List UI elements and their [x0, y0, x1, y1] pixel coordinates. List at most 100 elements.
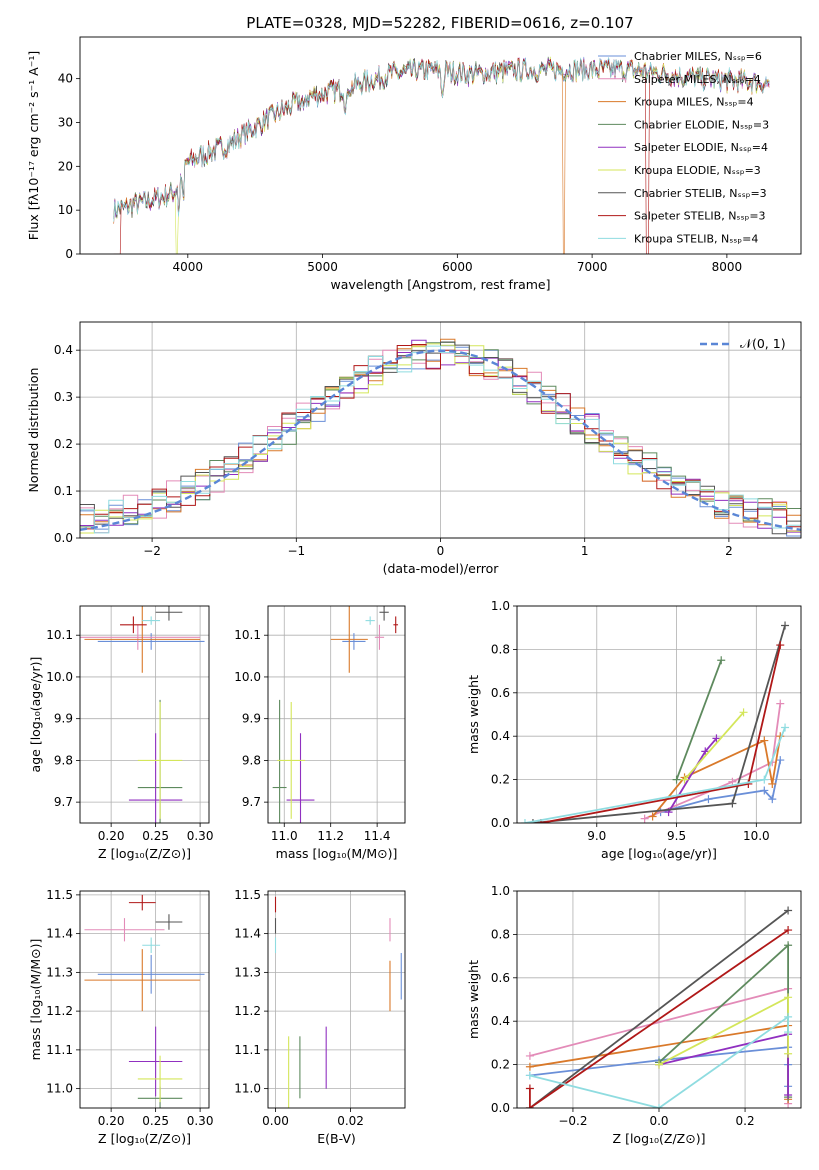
y-tick-label: 11.4 — [234, 927, 261, 941]
y-axis-label: mass weight — [466, 675, 481, 754]
legend-entry: Kroupa ELODIE, Nₛₛₚ=3 — [634, 164, 761, 177]
y-tick-label: 20 — [58, 159, 73, 173]
weight-marker — [528, 819, 537, 823]
weight-marker — [525, 1062, 534, 1071]
errorbar-salpeter-stelib — [120, 616, 147, 634]
y-tick-label: 0.0 — [491, 816, 510, 830]
errorbar-salpeter-miles — [80, 624, 201, 650]
y-tick-label: 11.3 — [234, 965, 261, 979]
weight-marker — [760, 786, 769, 795]
weight-marker — [525, 1071, 534, 1080]
errorbar-kroupa-stelib — [142, 616, 161, 625]
weight-marker — [739, 708, 748, 717]
x-tick-label: 5000 — [307, 260, 338, 274]
weight-marker — [701, 747, 710, 756]
y-axis-label: mass weight — [466, 960, 481, 1039]
axes-frame — [79, 605, 210, 824]
y-tick-label: 11.0 — [234, 1082, 261, 1096]
y-tick-label: 10.0 — [46, 670, 73, 684]
x-tick-label: 0.02 — [337, 1114, 364, 1128]
x-axis-label: Z [log₁₀(Z/Z⊙)] — [98, 1131, 191, 1146]
y-tick-label: 0.2 — [491, 1058, 510, 1072]
y-tick-label: 10.1 — [234, 628, 261, 642]
x-tick-label: 11.4 — [364, 829, 391, 843]
x-tick-label: 0.30 — [187, 1114, 214, 1128]
weight-marker — [520, 819, 529, 823]
errorbar-chabrier-miles — [97, 633, 205, 650]
legend-entry: Salpeter MILES, Nₛₛₚ=4 — [634, 73, 761, 86]
weight-marker — [776, 641, 785, 650]
weight-line — [529, 1015, 789, 1108]
weight-marker — [784, 941, 793, 950]
legend-entry: Chabrier MILES, Nₛₛₚ=6 — [634, 50, 762, 63]
axes-frame — [79, 321, 802, 539]
mass-vs-metallicity-panel: 0.20 0.25 0.30 11.0 11.1 11.2 11.3 11.4 11.5 Z [l… — [28, 888, 213, 1146]
x-tick-label: 0.25 — [142, 829, 169, 843]
weight-line — [529, 929, 789, 1108]
histogram-kroupa-stelib — [80, 345, 801, 534]
weight-marker — [717, 656, 726, 665]
errorbar-chabrier-miles — [342, 633, 366, 650]
legend-entry: Salpeter ELODIE, Nₛₛₚ=4 — [634, 141, 768, 154]
y-tick-label: 10 — [58, 203, 73, 217]
axes-frame — [516, 605, 802, 824]
errorbar-salpeter-miles — [84, 918, 165, 942]
x-tick-label: 0 — [437, 544, 445, 558]
legend-entry: 𝒩(0, 1) — [740, 336, 786, 351]
legend-entry: Chabrier STELIB, Nₛₛₚ=3 — [634, 187, 767, 200]
x-tick-label: 11.0 — [271, 829, 298, 843]
y-tick-label: 0.1 — [54, 484, 73, 498]
weight-line — [644, 703, 782, 820]
residual-legend: 𝒩(0, 1) — [700, 336, 786, 351]
weight-marker — [781, 621, 790, 630]
axes-frame — [267, 605, 406, 824]
y-tick-label: 0.4 — [491, 729, 510, 743]
errorbar-kroupa-elodie — [137, 701, 183, 819]
weight-marker — [768, 779, 777, 788]
x-tick-label: 0.20 — [98, 1114, 125, 1128]
legend-entry: Kroupa MILES, Nₛₛₚ=4 — [634, 96, 754, 109]
plot-area — [80, 606, 205, 823]
weight-marker — [784, 906, 793, 915]
y-tick-label: 0.0 — [491, 1101, 510, 1115]
weight-marker — [728, 799, 737, 808]
x-tick-label: 11.2 — [317, 829, 344, 843]
weight-marker — [525, 1104, 534, 1108]
plot-area — [520, 621, 790, 823]
errorbar-kroupa-miles — [84, 606, 201, 673]
x-tick-label: −0.2 — [558, 1114, 587, 1128]
x-tick-label: −1 — [287, 544, 305, 558]
y-tick-label: 9.8 — [242, 753, 261, 767]
weight-marker — [712, 734, 721, 743]
weight-marker — [784, 1049, 793, 1058]
y-axis-label: age [log₁₀(age/yr)] — [28, 657, 43, 773]
weight-marker — [784, 993, 793, 1002]
figure-title: PLATE=0328, MJD=52282, FIBERID=0616, z=0… — [246, 14, 633, 32]
weight-marker — [768, 795, 777, 804]
x-tick-label: 8000 — [712, 260, 743, 274]
normal-curve — [80, 349, 801, 531]
weight-marker — [672, 775, 681, 784]
x-tick-label: 6000 — [442, 260, 473, 274]
y-tick-label: 11.2 — [46, 1004, 73, 1018]
errorbar-kroupa-elodie — [277, 701, 306, 819]
errorbar-salpeter-elodie — [128, 733, 183, 823]
mass-weight-vs-metallicity-panel: −0.2 0.0 0.2 0.0 0.2 0.4 0.6 0.8 1.0 Z [log₁₀(Z/Z… — [466, 884, 802, 1146]
y-tick-label: 0.2 — [54, 437, 73, 451]
weight-marker — [781, 723, 790, 732]
weight-marker — [525, 1084, 534, 1093]
y-tick-label: 30 — [58, 115, 73, 129]
axes-frame — [79, 890, 210, 1109]
mass-vs-extinction-panel: 0.00 0.02 11.0 11.1 11.2 11.3 11.4 11.5 E(B-V) — [234, 888, 406, 1146]
weight-line — [540, 644, 782, 823]
y-tick-label: 9.9 — [242, 712, 261, 726]
mass-weight-vs-age-panel: 9.0 9.5 10.0 0.0 0.2 0.4 0.6 0.8 1.0 age [log₁₀(a… — [466, 599, 802, 861]
y-tick-label: 9.7 — [54, 795, 73, 809]
y-tick-label: 11.5 — [234, 888, 261, 902]
x-tick-label: 0.20 — [98, 829, 125, 843]
y-tick-label: 11.4 — [46, 927, 73, 941]
weight-marker — [784, 1012, 793, 1021]
x-tick-label: 0.00 — [262, 1114, 289, 1128]
y-tick-label: 0.2 — [491, 773, 510, 787]
spectrum-panel: 4000 5000 6000 7000 8000 0 10 20 30 40 wavelength … — [26, 36, 802, 292]
